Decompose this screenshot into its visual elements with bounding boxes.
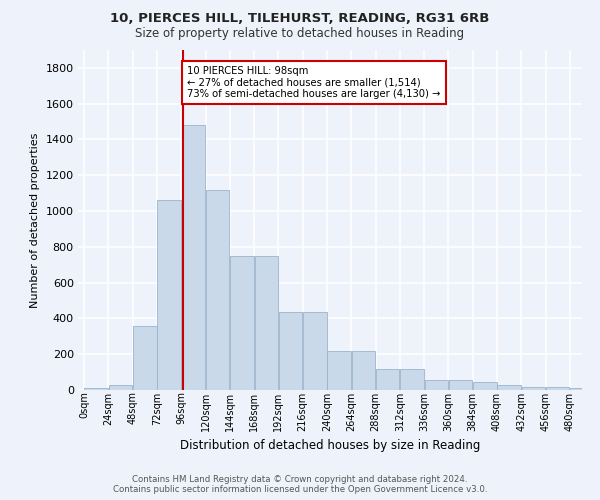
Bar xyxy=(182,125,205,390)
Bar xyxy=(376,370,400,390)
Bar xyxy=(473,382,497,390)
Text: 10 PIERCES HILL: 98sqm
← 27% of detached houses are smaller (1,514)
73% of semi-: 10 PIERCES HILL: 98sqm ← 27% of detached… xyxy=(187,66,440,100)
Bar xyxy=(400,370,424,390)
Bar xyxy=(279,312,302,390)
Bar xyxy=(570,388,594,390)
X-axis label: Distribution of detached houses by size in Reading: Distribution of detached houses by size … xyxy=(180,439,480,452)
Bar xyxy=(521,387,545,390)
Text: Size of property relative to detached houses in Reading: Size of property relative to detached ho… xyxy=(136,28,464,40)
Bar xyxy=(449,380,472,390)
Text: 10, PIERCES HILL, TILEHURST, READING, RG31 6RB: 10, PIERCES HILL, TILEHURST, READING, RG… xyxy=(110,12,490,26)
Y-axis label: Number of detached properties: Number of detached properties xyxy=(30,132,40,308)
Bar xyxy=(206,190,229,390)
Bar xyxy=(352,350,375,390)
Bar xyxy=(85,388,108,390)
Text: Contains HM Land Registry data © Crown copyright and database right 2024.
Contai: Contains HM Land Registry data © Crown c… xyxy=(113,474,487,494)
Bar xyxy=(133,326,157,390)
Bar xyxy=(254,256,278,390)
Bar xyxy=(425,380,448,390)
Bar xyxy=(328,350,351,390)
Bar xyxy=(497,385,521,390)
Bar xyxy=(230,256,254,390)
Bar xyxy=(109,384,132,390)
Bar xyxy=(546,388,569,390)
Bar xyxy=(303,312,326,390)
Bar xyxy=(157,200,181,390)
